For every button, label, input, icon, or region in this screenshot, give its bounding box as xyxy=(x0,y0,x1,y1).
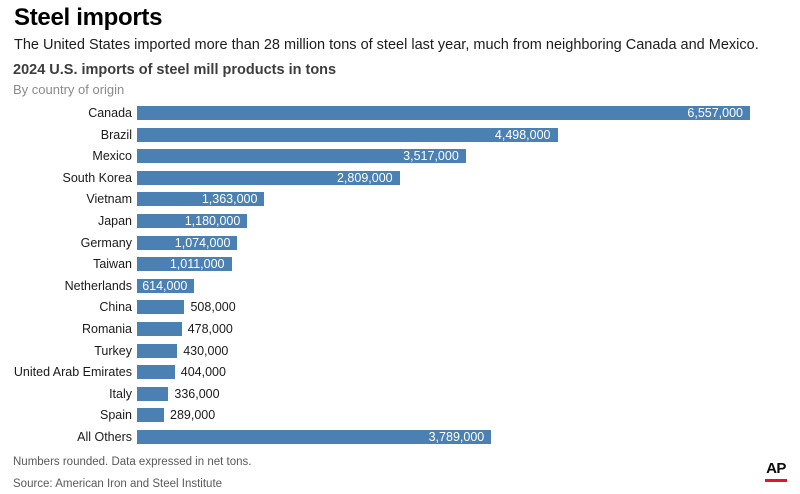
bar-row: South Korea 2,809,000 xyxy=(13,170,793,185)
category-label: Japan xyxy=(97,213,132,228)
bar-track: 6,557,000 xyxy=(137,106,750,120)
value-label: 430,000 xyxy=(183,343,229,358)
bar: 1,011,000 xyxy=(137,257,232,272)
value-label: 6,557,000 xyxy=(687,106,743,120)
page-subtitle: The United States imported more than 28 … xyxy=(14,37,759,53)
bar-track: 2,809,000 xyxy=(137,170,750,185)
bar-row: Mexico 3,517,000 xyxy=(13,149,793,164)
category-label: All Others xyxy=(77,429,132,444)
bar-track: 336,000 xyxy=(137,386,750,401)
bar: 1,074,000 xyxy=(137,235,238,250)
category-label: Brazil xyxy=(100,127,132,142)
value-label: 1,180,000 xyxy=(184,213,241,228)
bar-track: 1,011,000 xyxy=(137,257,750,272)
bar xyxy=(137,408,165,423)
bar-track: 430,000 xyxy=(137,343,750,358)
bar-row: Vietnam 1,363,000 xyxy=(13,192,793,207)
bar: 614,000 xyxy=(137,278,195,293)
value-label: 2,809,000 xyxy=(336,170,393,185)
value-label: 508,000 xyxy=(190,300,236,315)
bar-row: All Others 3,789,000 xyxy=(13,429,793,444)
bar: 6,557,000 xyxy=(137,106,750,120)
bar-track: 1,074,000 xyxy=(137,235,750,250)
value-label: 478,000 xyxy=(187,321,233,336)
bar xyxy=(137,365,175,380)
bar-track: 1,363,000 xyxy=(137,192,750,207)
bar-row: Germany 1,074,000 xyxy=(13,235,793,250)
value-label: 4,498,000 xyxy=(494,127,551,142)
value-label: 1,011,000 xyxy=(169,257,225,272)
bar: 1,363,000 xyxy=(137,192,265,207)
bar-row: Spain 289,000 xyxy=(13,408,793,423)
ap-logo-text: AP xyxy=(766,460,786,477)
bar: 3,789,000 xyxy=(137,429,492,444)
bar: 3,517,000 xyxy=(137,149,466,164)
ap-logo-underline xyxy=(765,479,787,482)
bar-track: 508,000 xyxy=(137,300,750,315)
bar-row: Canada 6,557,000 xyxy=(13,106,793,120)
bar-row: Netherlands 614,000 xyxy=(13,278,793,293)
bar: 2,809,000 xyxy=(137,170,400,185)
bar-row: United Arab Emirates 404,000 xyxy=(13,365,793,380)
chart-subtitle: By country of origin xyxy=(13,82,125,97)
bar xyxy=(137,321,182,336)
bar-row: Italy 336,000 xyxy=(13,386,793,401)
page-title: Steel imports xyxy=(14,4,163,31)
category-label: Germany xyxy=(80,235,132,250)
bar-row: Brazil 4,498,000 xyxy=(13,127,793,142)
category-label: Taiwan xyxy=(93,257,132,272)
source-credit: Source: American Iron and Steel Institut… xyxy=(13,478,223,490)
bar-track: 478,000 xyxy=(137,321,750,336)
category-label: Mexico xyxy=(92,149,132,164)
category-label: Turkey xyxy=(94,343,132,358)
bar xyxy=(137,386,169,401)
category-label: South Korea xyxy=(62,170,133,185)
bar-track: 3,517,000 xyxy=(137,149,750,164)
bar-row: Taiwan 1,011,000 xyxy=(13,257,793,272)
value-label: 336,000 xyxy=(174,386,220,401)
bar-chart: Canada 6,557,000 Brazil 4,498,000 Mexico 3,51… xyxy=(13,106,793,452)
bar-row: Japan 1,180,000 xyxy=(13,213,793,228)
category-label: Romania xyxy=(81,321,132,336)
chart-footnote: Numbers rounded. Data expressed in net t… xyxy=(13,456,252,468)
bar-track: 289,000 xyxy=(137,408,750,423)
bar: 4,498,000 xyxy=(137,127,558,142)
bar-row: Turkey 430,000 xyxy=(13,343,793,358)
category-label: United Arab Emirates xyxy=(13,365,132,380)
bar-row: Romania 478,000 xyxy=(13,321,793,336)
value-label: 1,363,000 xyxy=(201,192,258,207)
bar-row: China 508,000 xyxy=(13,300,793,315)
ap-logo: AP xyxy=(765,461,787,482)
category-label: China xyxy=(99,300,132,315)
value-label: 404,000 xyxy=(180,365,226,380)
category-label: Vietnam xyxy=(86,192,132,207)
bar-track: 614,000 xyxy=(137,278,750,293)
bar-track: 404,000 xyxy=(137,365,750,380)
category-label: Canada xyxy=(88,106,132,120)
value-label: 614,000 xyxy=(142,278,188,293)
bar-track: 4,498,000 xyxy=(137,127,750,142)
value-label: 1,074,000 xyxy=(174,235,231,250)
chart-title: 2024 U.S. imports of steel mill products… xyxy=(13,62,337,78)
bar xyxy=(137,343,178,358)
bar: 1,180,000 xyxy=(137,213,248,228)
bar-track: 3,789,000 xyxy=(137,429,750,444)
category-label: Spain xyxy=(100,408,132,423)
value-label: 289,000 xyxy=(170,408,216,423)
bar-track: 1,180,000 xyxy=(137,213,750,228)
category-label: Netherlands xyxy=(64,278,132,293)
category-label: Italy xyxy=(109,386,132,401)
value-label: 3,517,000 xyxy=(403,149,459,164)
value-label: 3,789,000 xyxy=(428,429,485,444)
bar xyxy=(137,300,185,315)
